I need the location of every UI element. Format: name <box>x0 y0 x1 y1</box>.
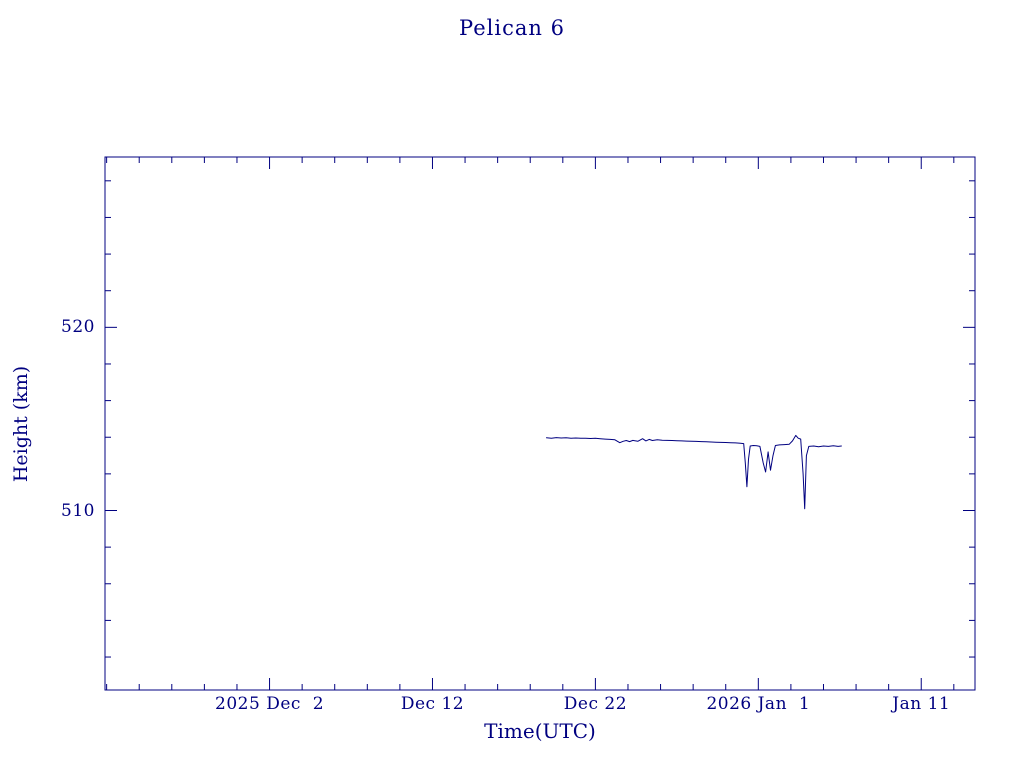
y-tick-label: 510 <box>61 500 95 521</box>
x-tick-label: Jan 11 <box>892 694 951 714</box>
x-axis-label: Time(UTC) <box>484 719 596 743</box>
chart-title: Pelican 6 <box>459 16 565 40</box>
x-tick-label: 2025 Dec 2 <box>215 694 325 714</box>
y-axis-label: Height (km) <box>10 365 32 483</box>
y-tick-label: 520 <box>61 317 95 338</box>
plot-frame <box>104 156 976 691</box>
x-tick-label: Dec 22 <box>563 694 628 714</box>
data-line-height-km <box>546 434 842 510</box>
x-tick-label: Dec 12 <box>400 694 465 714</box>
x-tick-label: 2026 Jan 1 <box>706 694 811 714</box>
